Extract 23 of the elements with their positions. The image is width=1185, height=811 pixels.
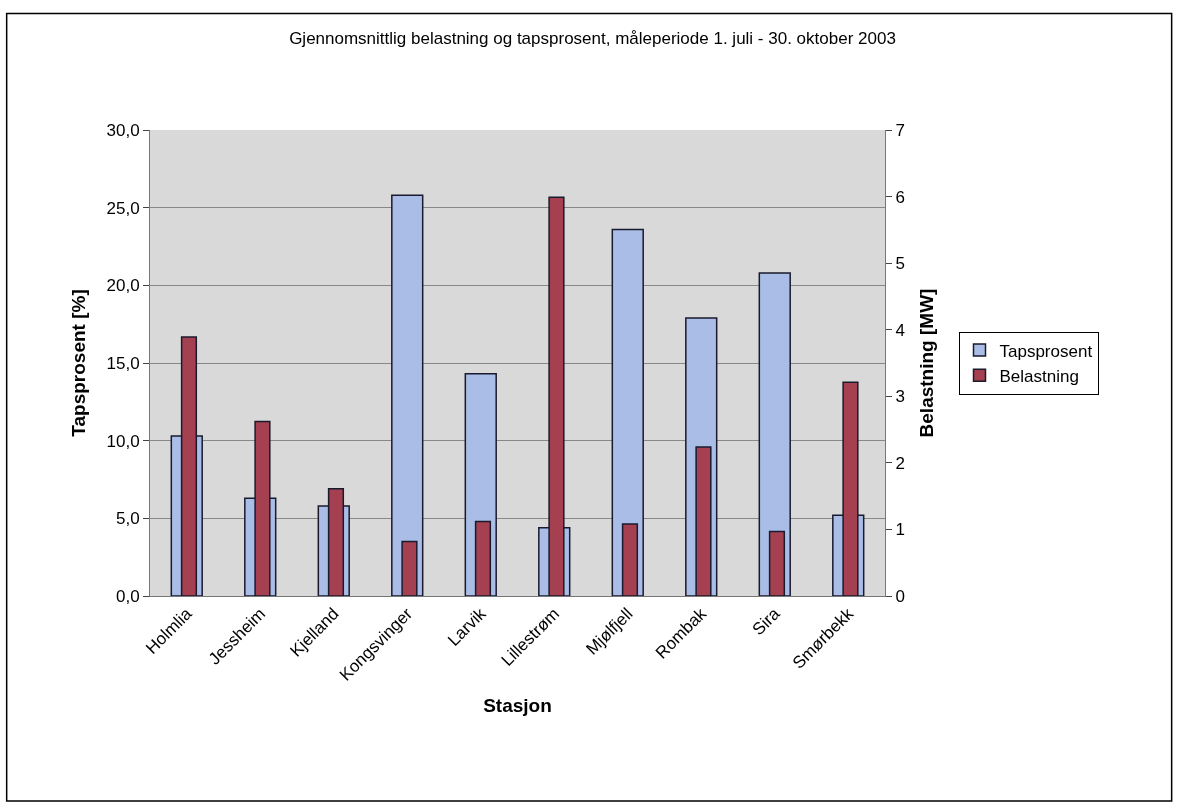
y2-tick-label: 7 bbox=[895, 120, 905, 140]
bar bbox=[391, 194, 424, 596]
y2-tick-label: 6 bbox=[895, 187, 905, 207]
y2-axis-title: Belastning [MW] bbox=[915, 288, 937, 438]
y-axis-title: Tapsprosent [%] bbox=[68, 289, 90, 437]
y-tick-label: 20,0 bbox=[106, 276, 140, 296]
x-axis-title: Stasjon bbox=[483, 695, 552, 717]
y2-tick-label: 2 bbox=[895, 453, 905, 473]
y2-tick-label: 3 bbox=[895, 387, 905, 407]
y-tick-label: 25,0 bbox=[106, 198, 140, 218]
y2-tick-label: 5 bbox=[895, 254, 905, 274]
y2-tick-label: 4 bbox=[895, 320, 905, 340]
y2-tick-label: 0 bbox=[895, 586, 905, 606]
y-tick-label: 5,0 bbox=[115, 509, 140, 529]
y-tick-label: 0,0 bbox=[115, 586, 140, 606]
y-tick-label: 30,0 bbox=[106, 120, 140, 140]
chart-title: Gjennomsnittlig belastning og tapsprosent, måleperiode 1. juli - 30. oktober 2003 bbox=[289, 29, 896, 49]
y2-tick-label: 1 bbox=[895, 520, 905, 540]
y-tick-label: 15,0 bbox=[106, 353, 140, 373]
legend-label: Tapsprosent bbox=[999, 341, 1093, 361]
legend-label: Belastning bbox=[999, 366, 1079, 386]
x-tick-label: Sira bbox=[748, 603, 784, 640]
y-tick-label: 10,0 bbox=[106, 431, 140, 451]
